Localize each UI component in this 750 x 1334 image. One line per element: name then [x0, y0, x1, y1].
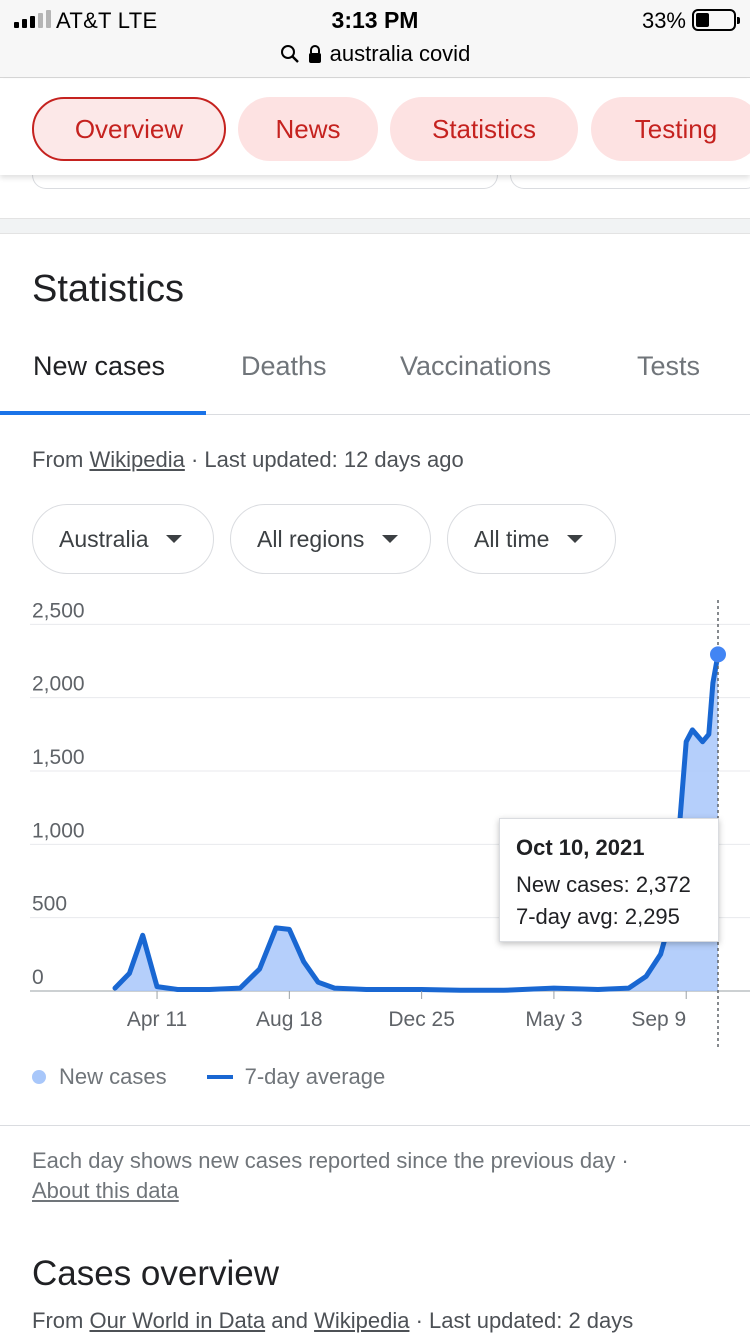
tab-indicator [0, 411, 206, 415]
section-title: Statistics [32, 268, 185, 310]
address-bar[interactable]: australia covid [0, 41, 750, 67]
chip-overview[interactable]: Overview [32, 97, 226, 161]
owid-link[interactable]: Our World in Data [89, 1308, 266, 1333]
y-tick-label: 0 [32, 966, 44, 989]
data-source: From Wikipedia · Last updated: 12 days a… [32, 447, 464, 472]
chip-news[interactable]: News [238, 97, 378, 161]
search-icon [280, 45, 299, 63]
battery-percent: 33% [641, 8, 686, 33]
caret-down-icon [567, 535, 584, 543]
tab-new-cases[interactable]: New cases [33, 351, 166, 381]
section-divider [0, 218, 750, 234]
caret-down-icon [166, 535, 183, 543]
legend-new-cases: New cases [59, 1064, 167, 1089]
status-bar: AT&T LTE 3:13 PM 33% australia covid [0, 0, 750, 78]
x-tick-label: Apr 11 [127, 1008, 187, 1031]
divider [0, 1125, 750, 1126]
card-edge [32, 175, 498, 189]
battery-icon [692, 9, 740, 31]
filter-chip-bar: Overview News Statistics Testing [0, 79, 750, 175]
selected-point [710, 646, 726, 663]
card-edge [510, 175, 750, 189]
chart-tooltip: Oct 10, 2021 New cases: 2,372 7-day avg:… [499, 818, 719, 942]
legend-average: 7-day average [244, 1064, 386, 1089]
country-dropdown[interactable]: Australia [32, 504, 214, 574]
x-tick-label: Aug 18 [256, 1008, 323, 1031]
tooltip-new-cases: New cases: 2,372 [516, 872, 691, 897]
y-tick-label: 500 [32, 893, 67, 916]
carrier-label: AT&T LTE [56, 8, 158, 33]
wikipedia-link-2[interactable]: Wikipedia [314, 1308, 410, 1333]
cases-overview-source: From Our World in Data and Wikipedia · L… [32, 1308, 634, 1333]
tooltip-average: 7-day avg: 2,295 [516, 904, 680, 929]
clock: 3:13 PM [331, 7, 419, 33]
x-tick-label: May 3 [525, 1008, 582, 1031]
time-range-dropdown[interactable]: All time [447, 504, 616, 574]
region-dropdown[interactable]: All regions [230, 504, 431, 574]
y-tick-label: 2,000 [32, 673, 85, 696]
cases-overview-title: Cases overview [32, 1254, 280, 1293]
data-footnote: Each day shows new cases reported since … [32, 1148, 629, 1203]
new-cases-swatch [32, 1070, 46, 1084]
tab-divider [0, 414, 750, 415]
lock-icon [308, 45, 321, 63]
chip-statistics[interactable]: Statistics [390, 97, 578, 161]
tooltip-date: Oct 10, 2021 [516, 835, 645, 860]
caret-down-icon [382, 535, 399, 543]
tab-deaths[interactable]: Deaths [241, 351, 327, 381]
average-swatch [206, 1075, 233, 1079]
signal-icon [14, 10, 51, 28]
chart-legend: New cases 7-day average [32, 1064, 385, 1090]
y-tick-label: 2,500 [32, 599, 85, 622]
tab-tests[interactable]: Tests [637, 351, 701, 381]
y-tick-label: 1,000 [32, 819, 85, 842]
url-text: australia covid [329, 41, 471, 66]
x-tick-label: Sep 9 [631, 1008, 686, 1031]
wikipedia-link[interactable]: Wikipedia [89, 447, 185, 472]
x-tick-label: Dec 25 [388, 1008, 455, 1031]
about-data-link[interactable]: About this data [32, 1178, 179, 1203]
tab-vaccinations[interactable]: Vaccinations [400, 351, 552, 381]
seven-day-average-line [112, 651, 721, 993]
y-tick-label: 1,500 [32, 746, 85, 769]
chip-testing[interactable]: Testing [591, 97, 750, 161]
